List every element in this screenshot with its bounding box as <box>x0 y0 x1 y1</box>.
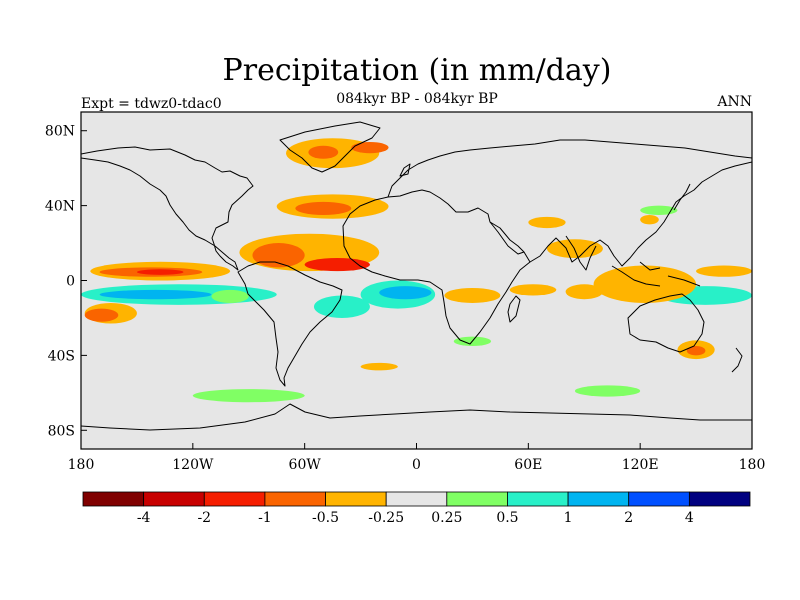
anomaly-region-26 <box>686 346 706 356</box>
coast-new-zealand <box>731 347 743 373</box>
map-title: Precipitation (in mm/day) <box>223 53 612 88</box>
colorbar-swatch <box>507 491 569 507</box>
anomaly-region-20 <box>444 287 501 303</box>
coast-north-america <box>81 146 254 271</box>
anomaly-region-12 <box>84 308 119 322</box>
colorbar-swatch <box>82 491 145 507</box>
coast-asia-south <box>529 161 752 267</box>
y-tick-label: 40S <box>48 348 75 364</box>
x-tick-label: 120W <box>172 457 214 473</box>
anomaly-region-32 <box>360 362 398 371</box>
x-tick-label: 180 <box>739 457 766 473</box>
map-subtitle: 084kyr BP - 084kyr BP <box>336 91 498 107</box>
anomaly-region-24 <box>593 265 697 303</box>
coast-antarctica <box>81 403 752 431</box>
coast-indonesia <box>611 261 701 287</box>
anomaly-region-29 <box>640 205 678 215</box>
colorbar-label: 2 <box>624 510 633 526</box>
x-tick-label: 0 <box>412 457 421 473</box>
anomaly-region-21 <box>509 284 557 296</box>
coast-greenland <box>279 121 381 173</box>
colorbar-swatch <box>628 491 690 507</box>
colorbar-label: 0.5 <box>496 510 518 526</box>
colorbar-label: 1 <box>564 510 573 526</box>
y-tick-label: 0 <box>66 274 75 290</box>
y-tick-label: 40N <box>45 199 75 215</box>
season-label: ANN <box>716 94 752 110</box>
anomaly-region-31 <box>528 216 566 229</box>
anomaly-region-4 <box>295 201 352 215</box>
anomaly-region-22 <box>546 239 603 259</box>
coast-madagascar <box>507 295 521 323</box>
colorbar-swatch <box>385 491 448 507</box>
anomaly-region-14 <box>99 289 212 300</box>
coastlines <box>81 121 752 431</box>
x-tick-label: 60E <box>514 457 542 473</box>
anomaly-region-2 <box>351 141 389 154</box>
anomaly-region-17 <box>313 295 370 318</box>
y-tick-label: 80N <box>45 124 75 140</box>
colorbar: -4 -2 -1 -0.5 -0.25 0.25 0.5 1 2 4 <box>82 491 751 526</box>
x-tick-label: 60W <box>289 457 322 473</box>
anomaly-region-34 <box>640 214 659 225</box>
anomaly-region-6 <box>252 243 305 268</box>
coast-europe <box>387 139 752 198</box>
coast-uk <box>399 163 411 177</box>
anomaly-region-7 <box>304 258 370 272</box>
anomaly-region-16 <box>379 286 432 300</box>
anomaly-region-1 <box>308 145 339 159</box>
coast-south-america <box>237 261 343 387</box>
colorbar-label: -1 <box>258 510 272 526</box>
colorbar-swatch <box>688 491 751 507</box>
colorbar-label: -0.5 <box>312 510 339 526</box>
anomaly-region-23 <box>696 265 752 277</box>
colorbar-label: -0.25 <box>368 510 404 526</box>
colorbar-label: 4 <box>685 510 694 526</box>
map-axes: 180 120W 60W 0 60E 120E 180 80N 40N 0 40S 80S <box>45 124 765 473</box>
colorbar-swatch <box>143 491 205 507</box>
anomaly-region-33 <box>211 289 249 303</box>
coast-africa-eurasia <box>342 189 531 345</box>
anomaly-region-19 <box>565 284 603 300</box>
coast-arabia <box>489 221 525 255</box>
y-tick-label: 80S <box>48 423 75 439</box>
x-tick-label: 120E <box>622 457 659 473</box>
anomaly-region-10 <box>136 269 184 275</box>
coast-india <box>565 235 597 271</box>
coast-japan <box>673 183 691 211</box>
x-tick-label: 180 <box>68 457 95 473</box>
colorbar-swatch <box>446 491 508 507</box>
colorbar-label: 0.25 <box>431 510 462 526</box>
anomaly-region-28 <box>574 385 641 397</box>
coast-australia <box>627 293 705 353</box>
colorbar-label: -2 <box>197 510 211 526</box>
experiment-label: Expt = tdwz0-tdac0 <box>81 96 222 112</box>
colorbar-label: -4 <box>137 510 151 526</box>
colorbar-swatch <box>203 491 266 507</box>
colorbar-swatch <box>567 491 630 507</box>
colorbar-swatch <box>264 491 326 507</box>
anomaly-region-27 <box>192 389 305 403</box>
colorbar-swatch <box>325 491 387 507</box>
